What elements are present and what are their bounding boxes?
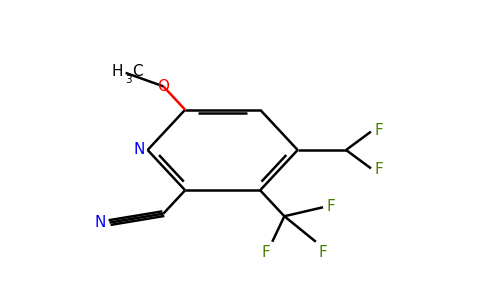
Text: H: H	[112, 64, 123, 80]
Text: F: F	[327, 199, 335, 214]
Text: O: O	[157, 79, 169, 94]
Text: 3: 3	[126, 75, 132, 85]
Text: N: N	[134, 142, 145, 157]
Text: F: F	[318, 245, 327, 260]
Text: F: F	[374, 123, 383, 138]
Text: N: N	[94, 215, 106, 230]
Text: F: F	[261, 245, 270, 260]
Text: F: F	[374, 162, 383, 177]
Text: C: C	[133, 64, 143, 80]
